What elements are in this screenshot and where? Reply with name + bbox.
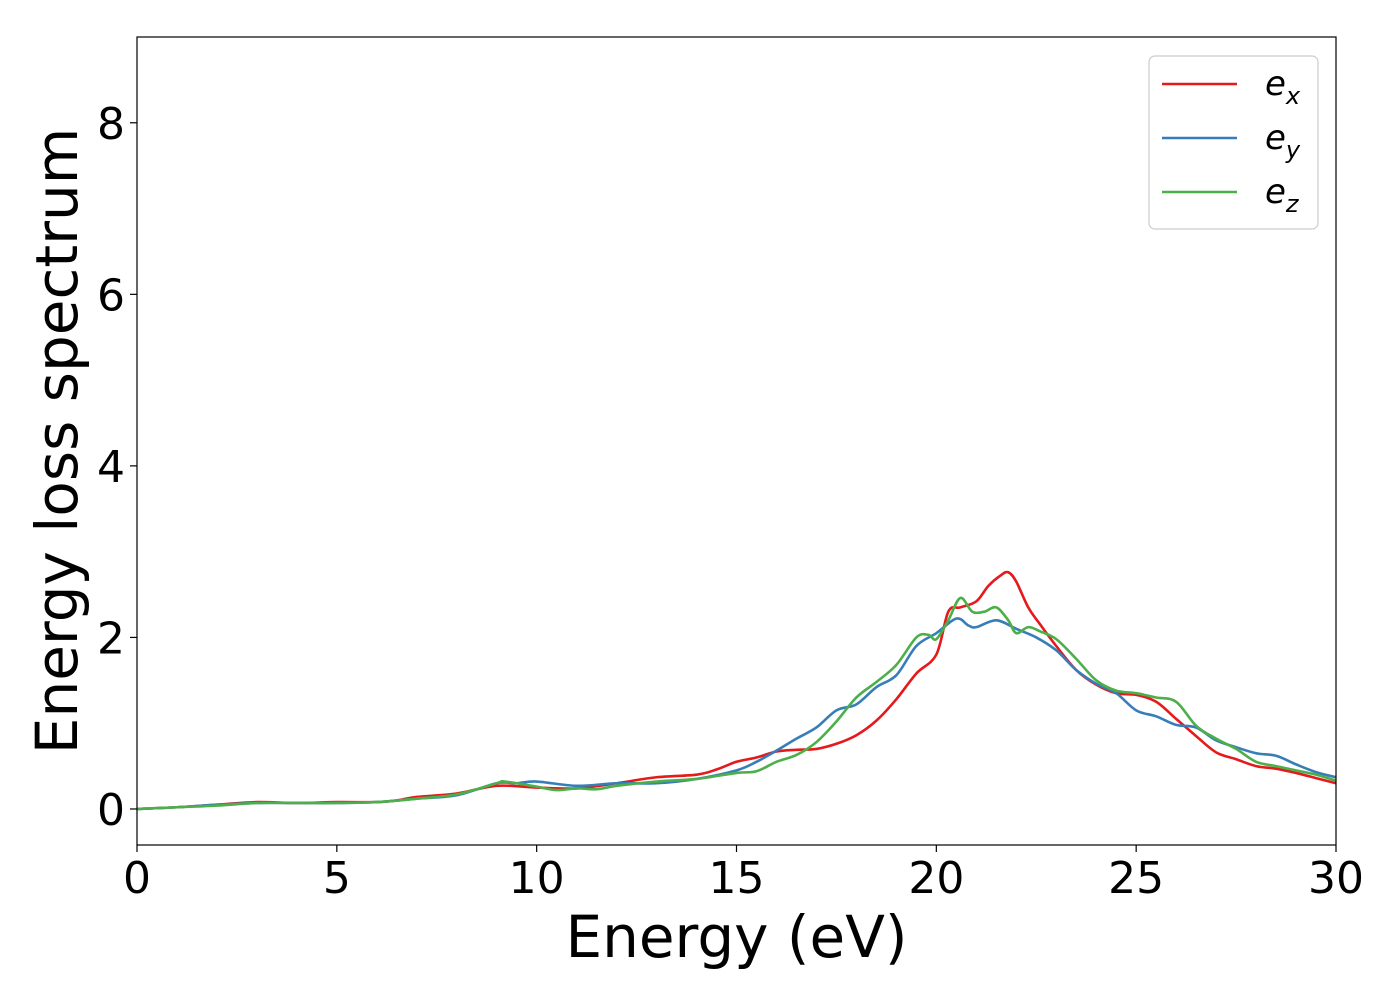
x-tick-label: 25 (1108, 853, 1164, 904)
x-tick-label: 20 (908, 853, 964, 904)
y-tick-label: 6 (97, 270, 125, 321)
series-line-z (136, 596, 1337, 811)
legend-box (1148, 55, 1319, 230)
legend-label-z: ez (1265, 172, 1300, 218)
x-tick-label: 0 (123, 853, 151, 904)
y-tick-label: 8 (97, 99, 125, 150)
x-tick-label: 5 (323, 853, 351, 904)
series-group (136, 570, 1337, 811)
legend-label-y: ey (1265, 118, 1301, 164)
x-tick-label: 15 (709, 853, 765, 904)
ticks: 0 5 10 15 20 25 30 0 2 4 6 8 (97, 99, 1364, 904)
series-line-x (136, 570, 1337, 811)
x-tick-label: 30 (1308, 853, 1364, 904)
x-tick-label: 10 (509, 853, 565, 904)
y-tick-label: 2 (97, 613, 125, 664)
series-line-y (136, 617, 1337, 811)
y-tick-label: 4 (97, 442, 125, 493)
x-axis-label: Energy (eV) (565, 903, 907, 971)
y-axis-label: Energy loss spectrum (23, 128, 91, 754)
y-tick-label: 0 (97, 785, 125, 836)
